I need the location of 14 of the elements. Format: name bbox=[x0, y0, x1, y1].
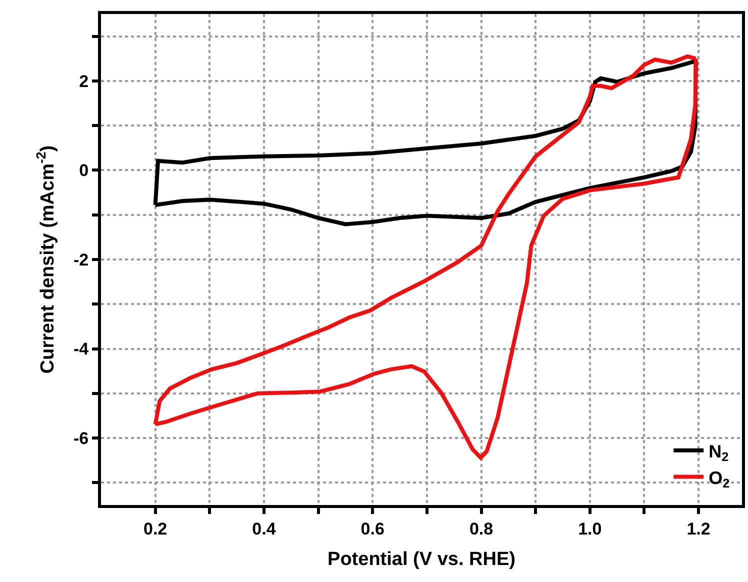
y-tick-label: -2 bbox=[73, 250, 89, 270]
y-tick-label: 2 bbox=[79, 72, 89, 91]
legend-label: N$_{2}$ bbox=[708, 441, 729, 464]
x-tick-label: 1.2 bbox=[686, 519, 710, 538]
y-tick-label: -6 bbox=[73, 429, 89, 448]
x-tick-label: 1.0 bbox=[578, 519, 602, 538]
y-tick-label: 0 bbox=[79, 161, 89, 180]
x-axis-title: Potential (V vs. RHE) bbox=[328, 549, 516, 570]
x-tick-label: 0.4 bbox=[252, 519, 276, 538]
x-tick-label: 0.8 bbox=[469, 519, 494, 538]
legend-label: O$_{2}$ bbox=[708, 468, 730, 491]
x-tick-label: 0.2 bbox=[144, 519, 168, 538]
x-tick-label: 0.6 bbox=[360, 519, 384, 538]
y-tick-label: -4 bbox=[73, 340, 90, 359]
